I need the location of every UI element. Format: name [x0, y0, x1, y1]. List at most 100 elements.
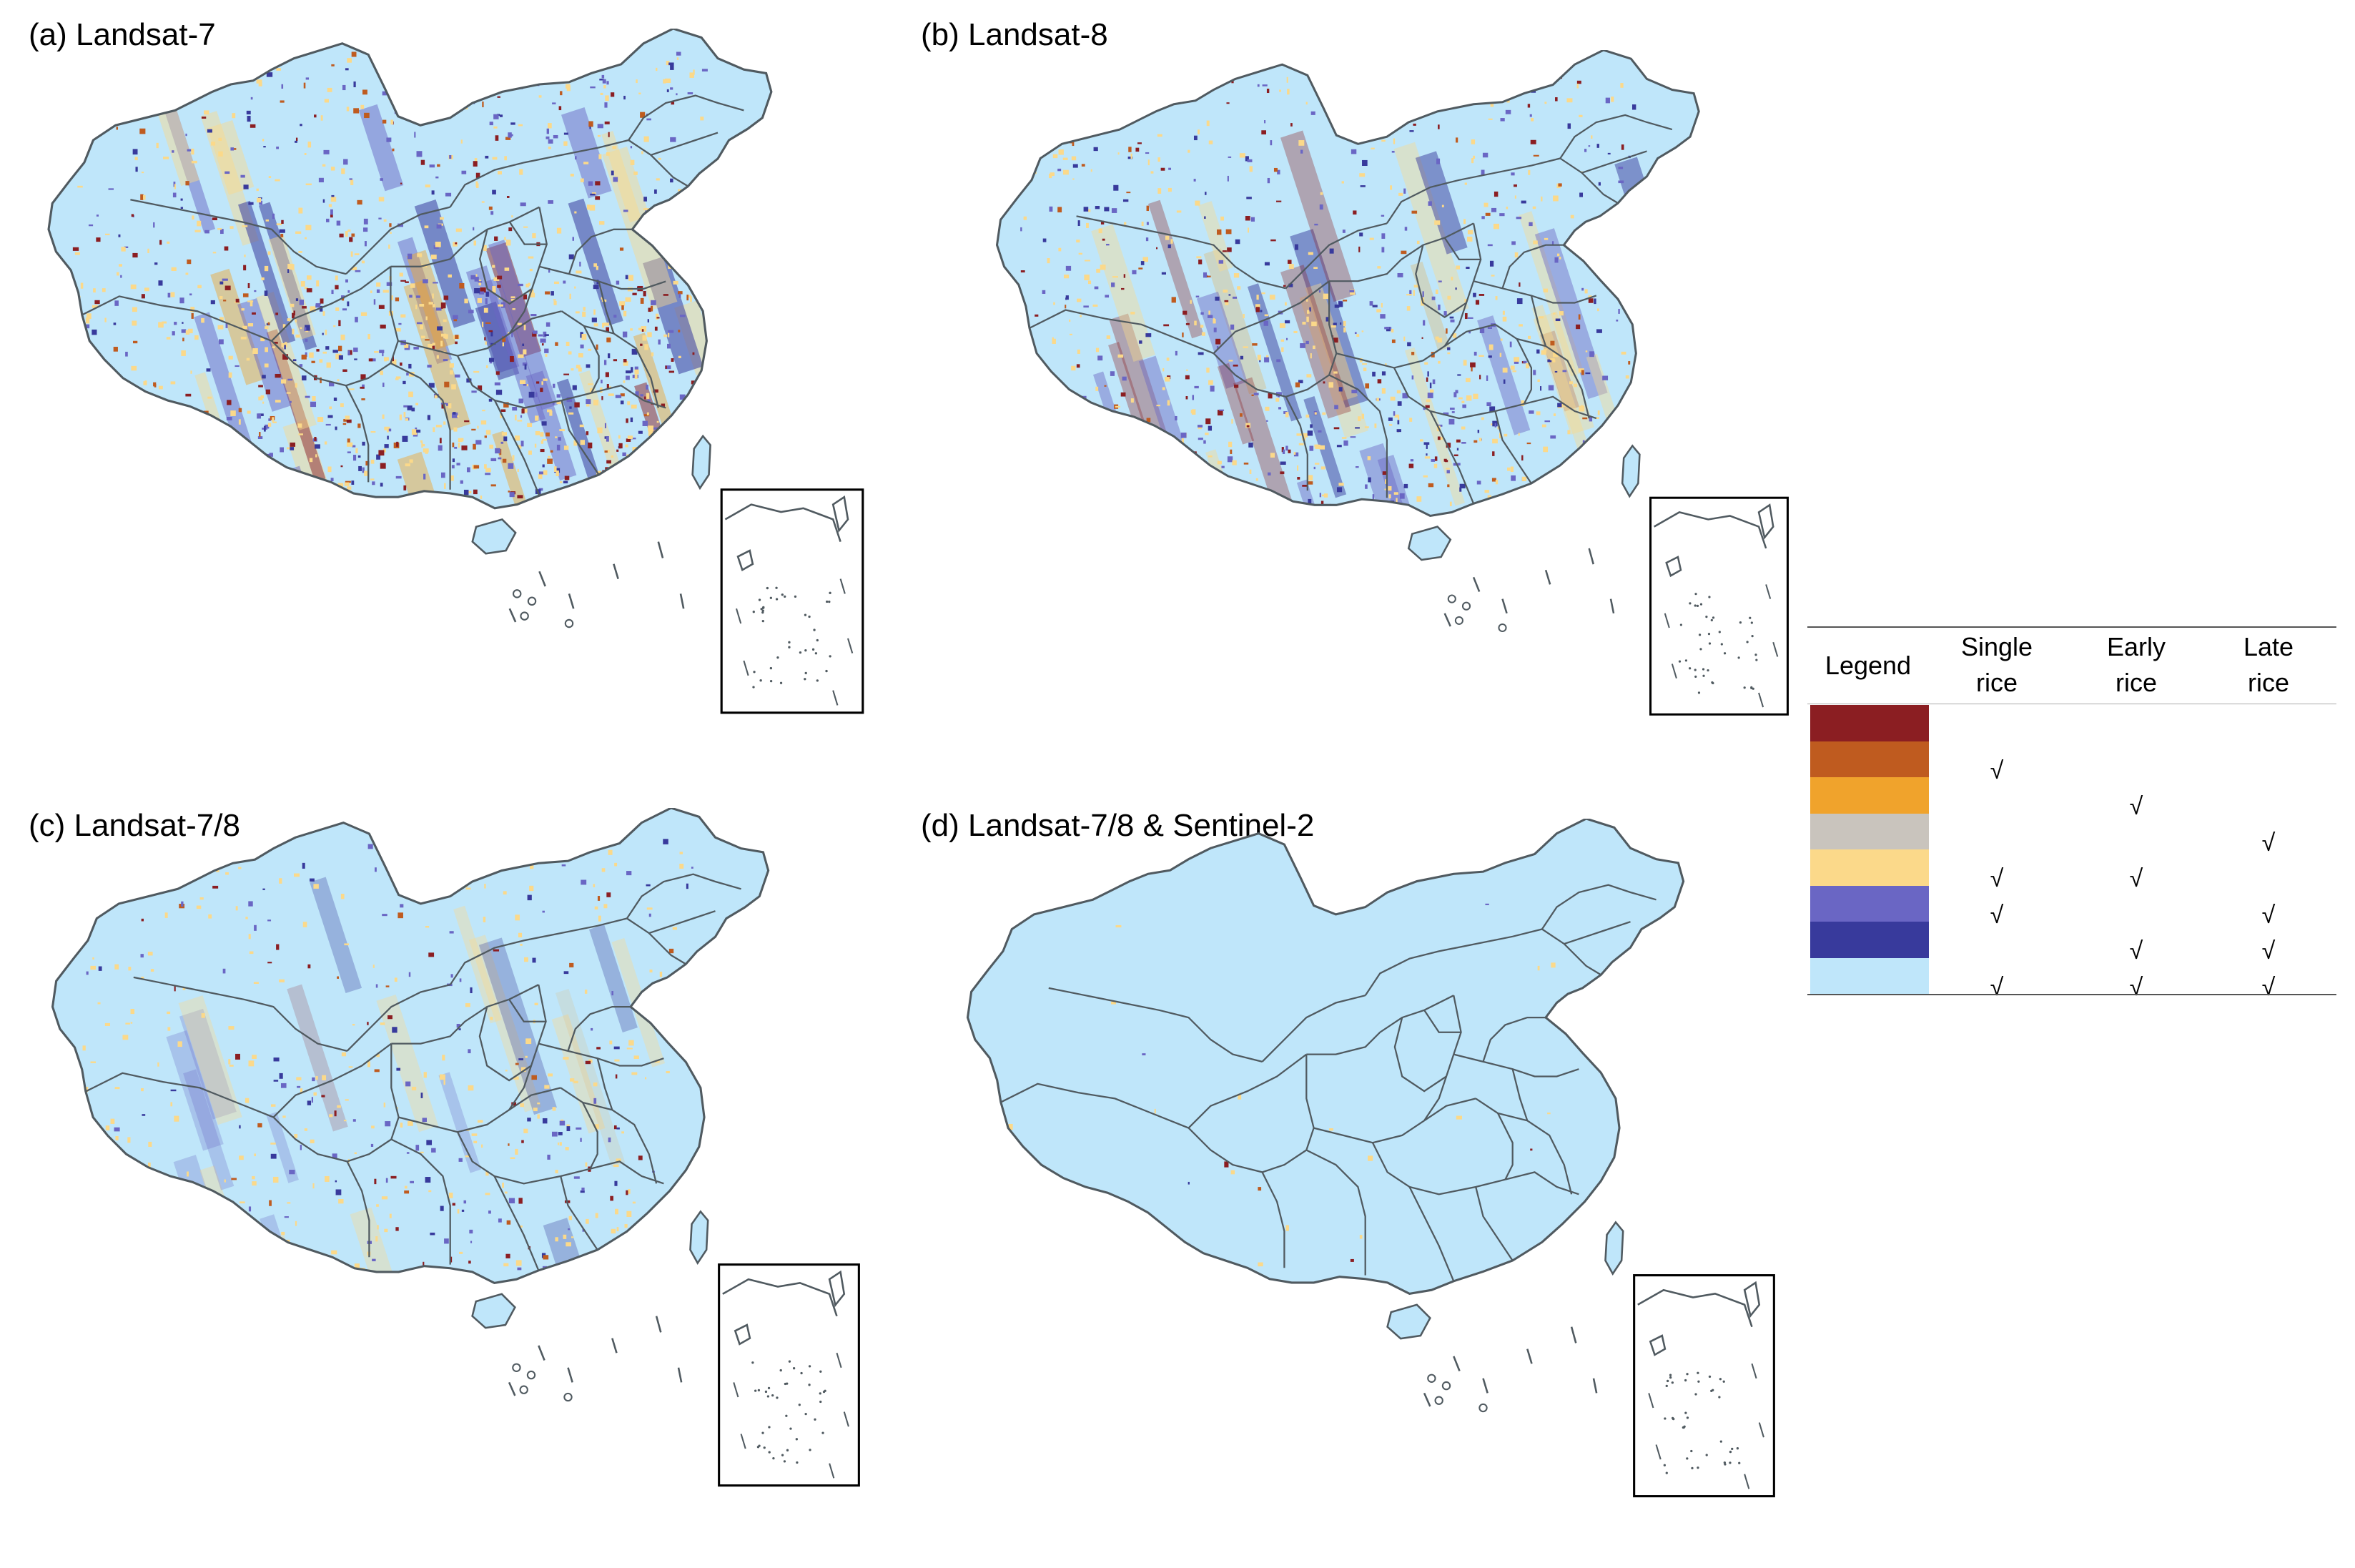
- rice-pixel: [532, 233, 536, 239]
- rice-pixel: [1302, 433, 1308, 438]
- rice-pixel: [571, 1236, 574, 1238]
- rice-pixel: [133, 495, 139, 501]
- province-border: [1473, 280, 1597, 304]
- rice-pixel: [498, 457, 502, 460]
- rice-pixel: [527, 59, 530, 64]
- rice-pixel: [626, 871, 632, 876]
- rice-pixel: [1413, 123, 1416, 126]
- rice-pixel: [275, 179, 280, 182]
- rice-pixel: [399, 414, 402, 420]
- rice-pixel: [353, 108, 360, 114]
- rice-pixel: [309, 352, 314, 358]
- rice-pixel: [1478, 355, 1484, 357]
- rice-pixel: [553, 300, 557, 305]
- rice-pixel: [1550, 358, 1555, 360]
- rice-pixel: [508, 1143, 510, 1146]
- rice-pixel: [588, 442, 593, 449]
- rice-pixel: [72, 247, 79, 251]
- rice-pixel: [544, 334, 549, 336]
- legend-swatch: [1810, 957, 1929, 995]
- rice-pixel: [313, 1092, 317, 1096]
- province-border: [1541, 928, 1601, 976]
- rice-pixel: [1554, 257, 1559, 263]
- rice-pixel: [1511, 172, 1515, 176]
- province-border: [1213, 280, 1330, 354]
- rice-pixel: [170, 1102, 173, 1107]
- nine-dash-line: [611, 1338, 618, 1353]
- rice-pixel: [197, 220, 202, 227]
- rice-pixel: [405, 463, 410, 467]
- rice-pixel: [1228, 360, 1233, 362]
- rice-pixel: [553, 134, 558, 139]
- rice-pixel: [579, 424, 584, 428]
- rice-pixel: [1162, 368, 1165, 372]
- islet: [1461, 601, 1471, 611]
- rice-pixel: [1270, 239, 1276, 242]
- rice-pixel: [337, 345, 342, 352]
- rice-pixel: [458, 438, 463, 443]
- rice-pixel: [1227, 456, 1233, 463]
- rice-pixel: [345, 415, 350, 420]
- rice-pixel: [1434, 456, 1438, 461]
- rice-pixel: [1175, 415, 1178, 420]
- rice-pixel: [1446, 468, 1450, 470]
- rice-pixel: [425, 452, 428, 454]
- rice-pixel: [635, 391, 639, 397]
- rice-pixel: [640, 343, 643, 346]
- rice-pixel: [1208, 455, 1213, 458]
- rice-pixel: [280, 233, 284, 237]
- sensor-stripe: [1540, 330, 1580, 412]
- rice-pixel: [1584, 149, 1587, 152]
- rice-pixel: [1139, 340, 1142, 344]
- province-border: [272, 1042, 392, 1118]
- rice-pixel: [74, 897, 77, 901]
- rice-pixel: [186, 65, 188, 72]
- rice-pixel: [479, 291, 485, 295]
- inset-dash: [740, 1434, 746, 1449]
- rice-pixel: [440, 1205, 444, 1211]
- rice-pixel: [1611, 97, 1614, 102]
- rice-pixel: [485, 298, 488, 305]
- rice-pixel: [614, 1059, 620, 1062]
- rice-pixel: [1533, 240, 1538, 245]
- rice-pixel: [1255, 478, 1258, 481]
- rice-pixel: [1276, 200, 1282, 202]
- rice-pixel: [620, 400, 624, 405]
- rice-pixel: [1320, 501, 1324, 505]
- rice-pixel: [543, 470, 548, 475]
- rice-pixel: [468, 1261, 471, 1264]
- rice-pixel: [676, 443, 681, 449]
- rice-pixel: [1437, 436, 1441, 440]
- rice-pixel: [481, 201, 485, 203]
- rice-pixel: [113, 470, 117, 476]
- rice-pixel: [116, 79, 121, 84]
- rice-pixel: [1338, 301, 1343, 307]
- rice-pixel: [1425, 405, 1430, 408]
- rice-pixel: [436, 224, 442, 229]
- rice-pixel: [1369, 301, 1373, 306]
- rice-pixel: [1048, 385, 1054, 389]
- rice-pixel: [128, 967, 132, 971]
- sensor-stripe: [358, 104, 404, 192]
- rice-pixel: [114, 436, 119, 440]
- sensor-stripe: [1404, 347, 1465, 506]
- rice-pixel: [284, 342, 287, 347]
- rice-pixel: [311, 360, 315, 363]
- rice-pixel: [611, 170, 614, 176]
- rice-pixel: [638, 430, 643, 434]
- rice-pixel: [1208, 140, 1213, 144]
- rice-pixel: [529, 885, 534, 892]
- rice-pixel: [258, 413, 264, 416]
- rice-pixel: [1356, 334, 1360, 337]
- rice-pixel: [395, 378, 399, 380]
- rice-pixel: [257, 833, 260, 838]
- rice-pixel: [182, 987, 186, 990]
- rice-pixel: [1574, 239, 1579, 245]
- rice-pixel: [488, 1210, 491, 1214]
- map-panel-c: [51, 808, 860, 1487]
- rice-pixel: [219, 281, 224, 285]
- rice-pixel: [568, 412, 574, 415]
- rice-pixel: [622, 452, 626, 457]
- rice-pixel: [596, 1047, 601, 1050]
- rice-pixel: [280, 379, 287, 384]
